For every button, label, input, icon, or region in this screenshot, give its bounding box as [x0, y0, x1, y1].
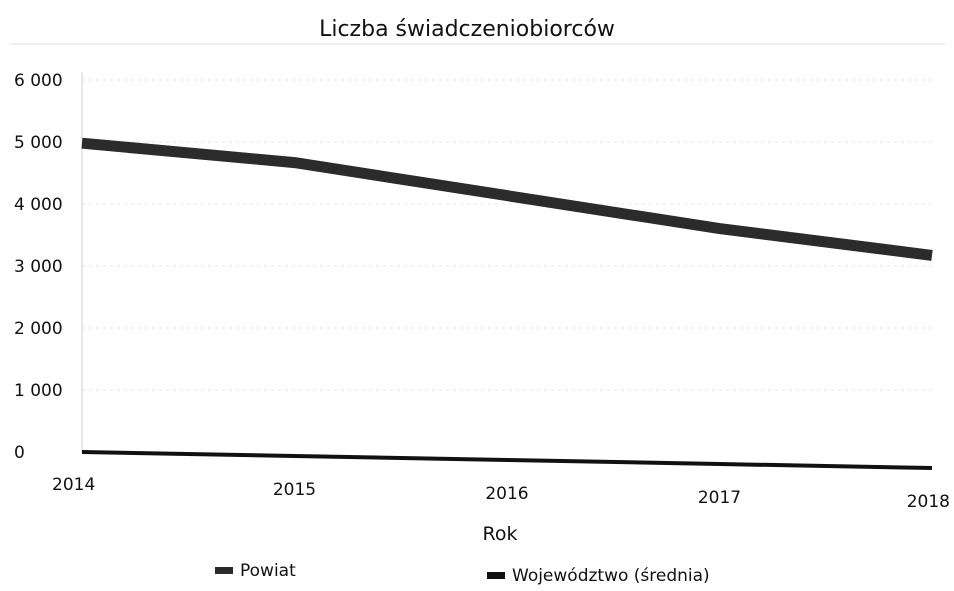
legend-item: Województwo (średnia) [487, 566, 710, 586]
y-tick-label: 2 000 [14, 319, 63, 339]
x-tick-label: 2015 [273, 480, 316, 500]
legend-label: Województwo (średnia) [512, 566, 710, 586]
legend-swatch [215, 567, 233, 574]
x-tick-label: 2017 [698, 488, 741, 508]
series-lines [82, 143, 932, 468]
x-tick-label: 2018 [907, 492, 950, 512]
legend-item: Powiat [215, 561, 296, 581]
x-axis-title: Rok [483, 523, 518, 545]
y-tick-label: 1 000 [14, 381, 63, 401]
legend: Powiat Województwo (średnia) [215, 561, 710, 586]
y-tick-label: 6 000 [14, 71, 63, 91]
x-tick-label: 2016 [485, 484, 528, 504]
series-line-2 [82, 452, 932, 468]
y-tick-label: 4 000 [14, 195, 63, 215]
x-tick-label: 2014 [52, 475, 95, 495]
y-tick-label: 3 000 [14, 257, 63, 277]
legend-swatch [487, 572, 505, 579]
y-tick-label: 5 000 [14, 133, 63, 153]
y-tick-label: 0 [14, 443, 25, 463]
chart-title: Liczba świadczeniobiorców [319, 17, 615, 42]
legend-label: Powiat [240, 561, 296, 581]
x-axis-ticks: 2014 2015 2016 2017 2018 [52, 475, 950, 512]
y-axis-ticks: 0 1 000 2 000 3 000 4 000 5 000 6 000 [14, 71, 63, 463]
series-line-1 [82, 143, 932, 255]
